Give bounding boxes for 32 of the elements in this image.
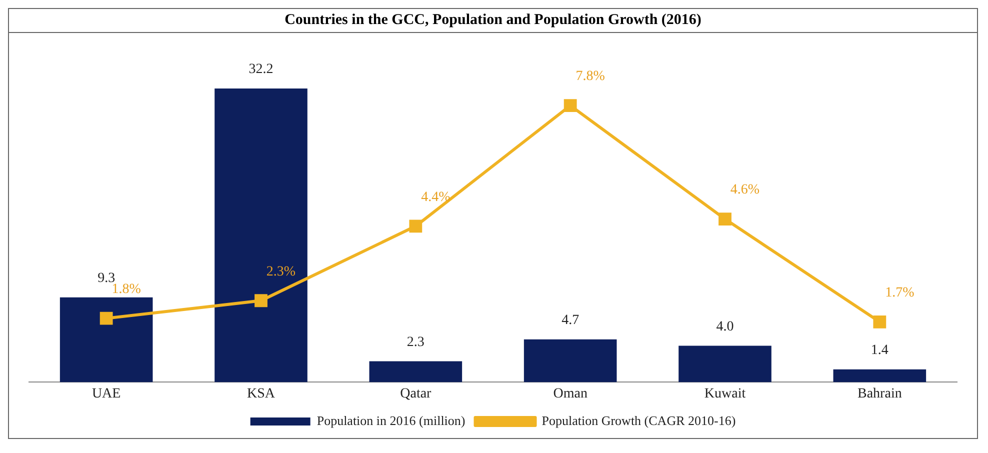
bar bbox=[678, 346, 772, 382]
chart-title: Countries in the GCC, Population and Population Growth (2016) bbox=[9, 9, 977, 33]
x-tick-label: Kuwait bbox=[704, 386, 746, 402]
x-tick-label: Bahrain bbox=[858, 386, 902, 402]
x-tick-label: UAE bbox=[92, 386, 121, 402]
legend-label: Population in 2016 (million) bbox=[316, 412, 466, 428]
point bbox=[254, 294, 268, 308]
data-label: 32.2 bbox=[248, 62, 274, 78]
data-label: 4.7 bbox=[562, 313, 580, 328]
data-label: 4.0 bbox=[716, 319, 734, 334]
data-label: 4.4% bbox=[421, 190, 451, 205]
data-label: 4.6% bbox=[730, 182, 760, 198]
data-label: 2.3% bbox=[266, 264, 296, 280]
bar bbox=[369, 361, 462, 382]
point bbox=[873, 315, 886, 328]
x-tick-label: Qatar bbox=[400, 386, 432, 402]
point bbox=[409, 220, 422, 233]
data-label: 2.3 bbox=[406, 334, 424, 350]
data-label: 1.4 bbox=[870, 343, 888, 358]
legend-label: Population Growth (CAGR 2010-16) bbox=[542, 412, 736, 428]
bar bbox=[60, 297, 153, 382]
point bbox=[564, 99, 577, 112]
data-label: 1.8% bbox=[112, 282, 142, 298]
data-label: 1.7% bbox=[885, 286, 915, 301]
point bbox=[718, 212, 732, 226]
point bbox=[100, 312, 113, 325]
data-label: 7.8% bbox=[576, 69, 606, 84]
bar bbox=[833, 369, 926, 382]
x-tick-label: Oman bbox=[553, 386, 588, 402]
bar bbox=[524, 339, 617, 382]
x-tick-label: KSA bbox=[246, 386, 276, 402]
bar bbox=[214, 88, 308, 382]
